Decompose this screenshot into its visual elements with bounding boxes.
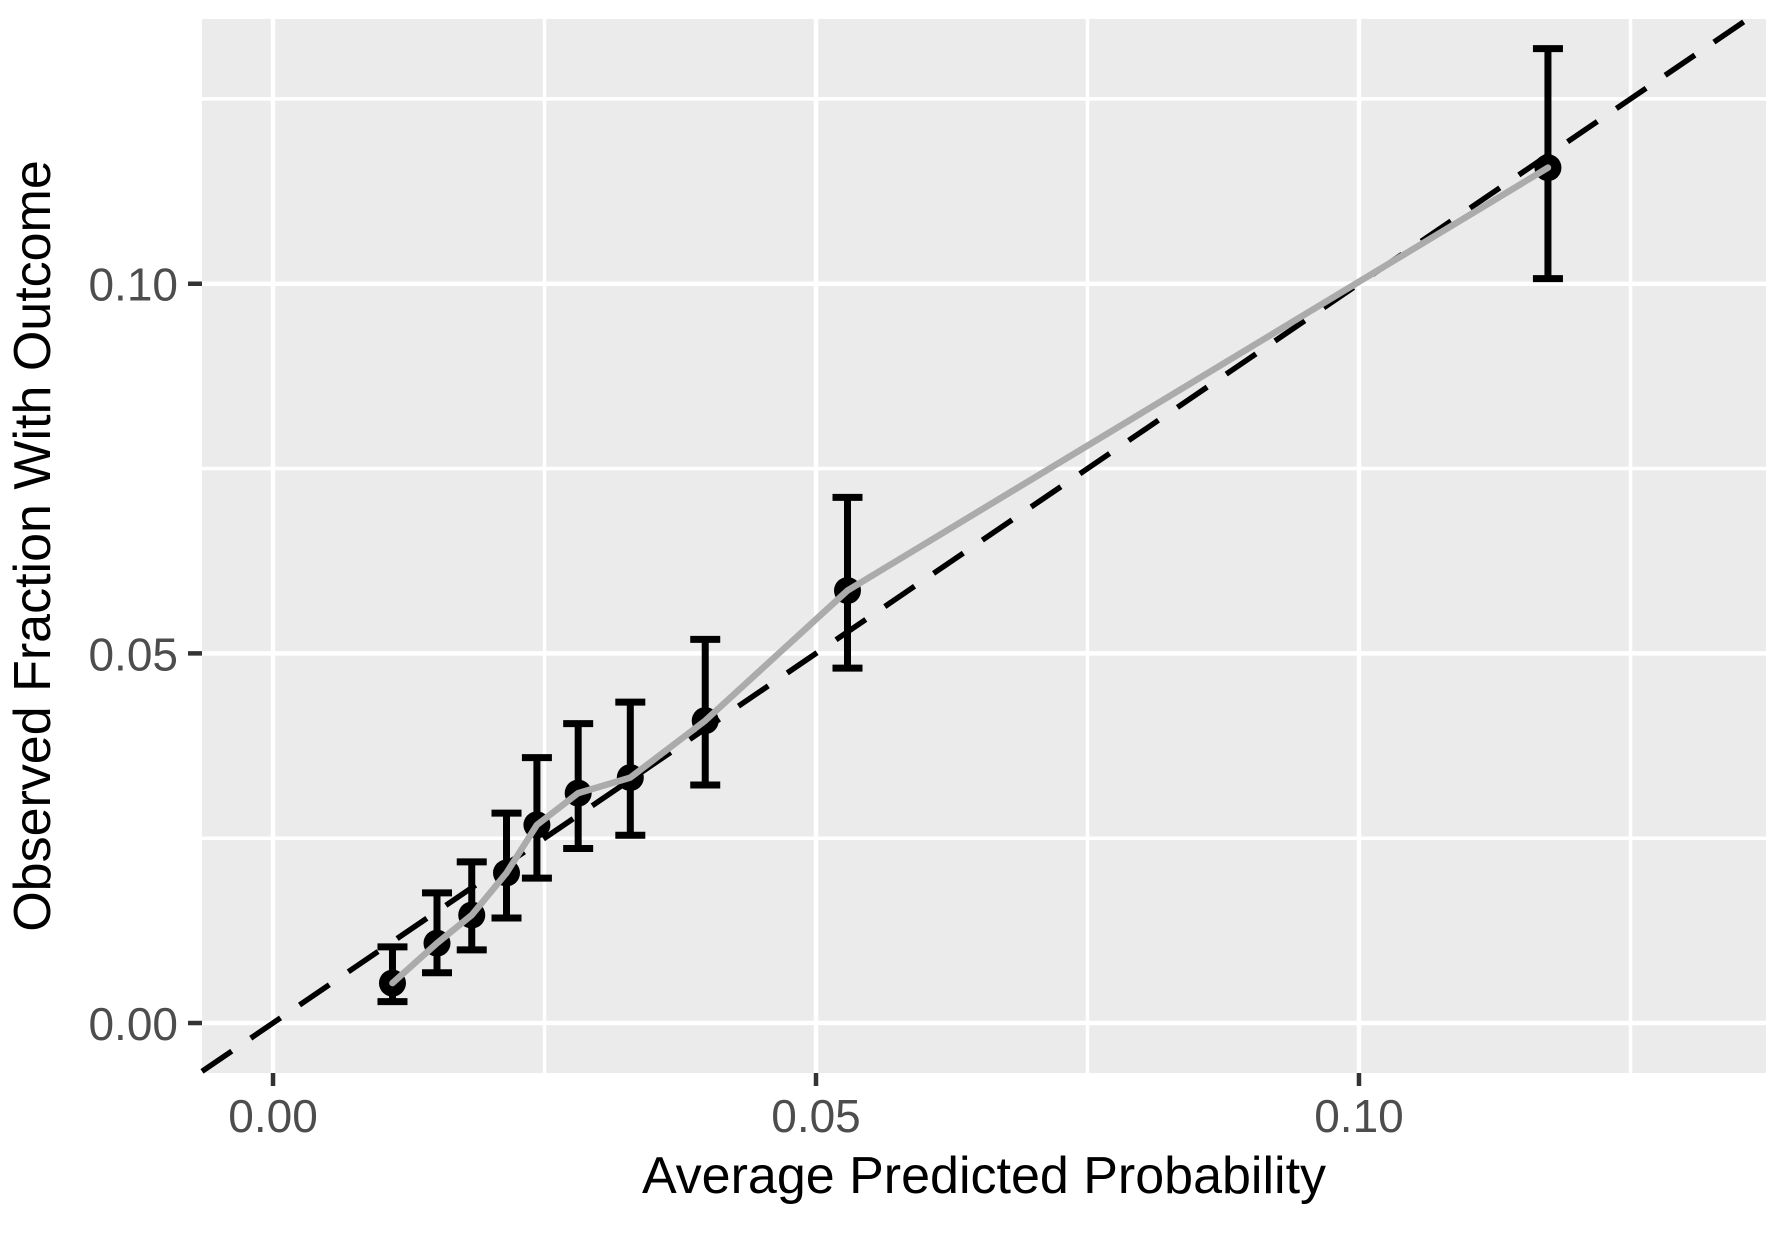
identity-dashed-line: [200, 16, 1750, 1074]
axis-ticks: [188, 281, 1362, 1086]
axis-tick-labels: 0.00 0.05 0.10 0.00 0.05 0.10: [88, 259, 1403, 1142]
x-tick-label: 0.05: [771, 1090, 861, 1142]
y-tick-label: 0.05: [88, 628, 178, 680]
y-axis-title: Observed Fraction With Outcome: [4, 160, 62, 932]
calibration-polyline: [389, 164, 1552, 987]
y-tick-label: 0.10: [88, 259, 178, 311]
y-tick-label: 0.00: [88, 998, 178, 1050]
error-bars: [377, 45, 1563, 1006]
x-axis-title: Average Predicted Probability: [642, 1147, 1326, 1205]
identity-line: [200, 16, 1750, 1074]
x-tick-label: 0.10: [1314, 1090, 1404, 1142]
x-tick-label: 0.00: [228, 1090, 318, 1142]
gridlines: [202, 19, 1766, 1073]
calibration-line: [389, 164, 1552, 987]
